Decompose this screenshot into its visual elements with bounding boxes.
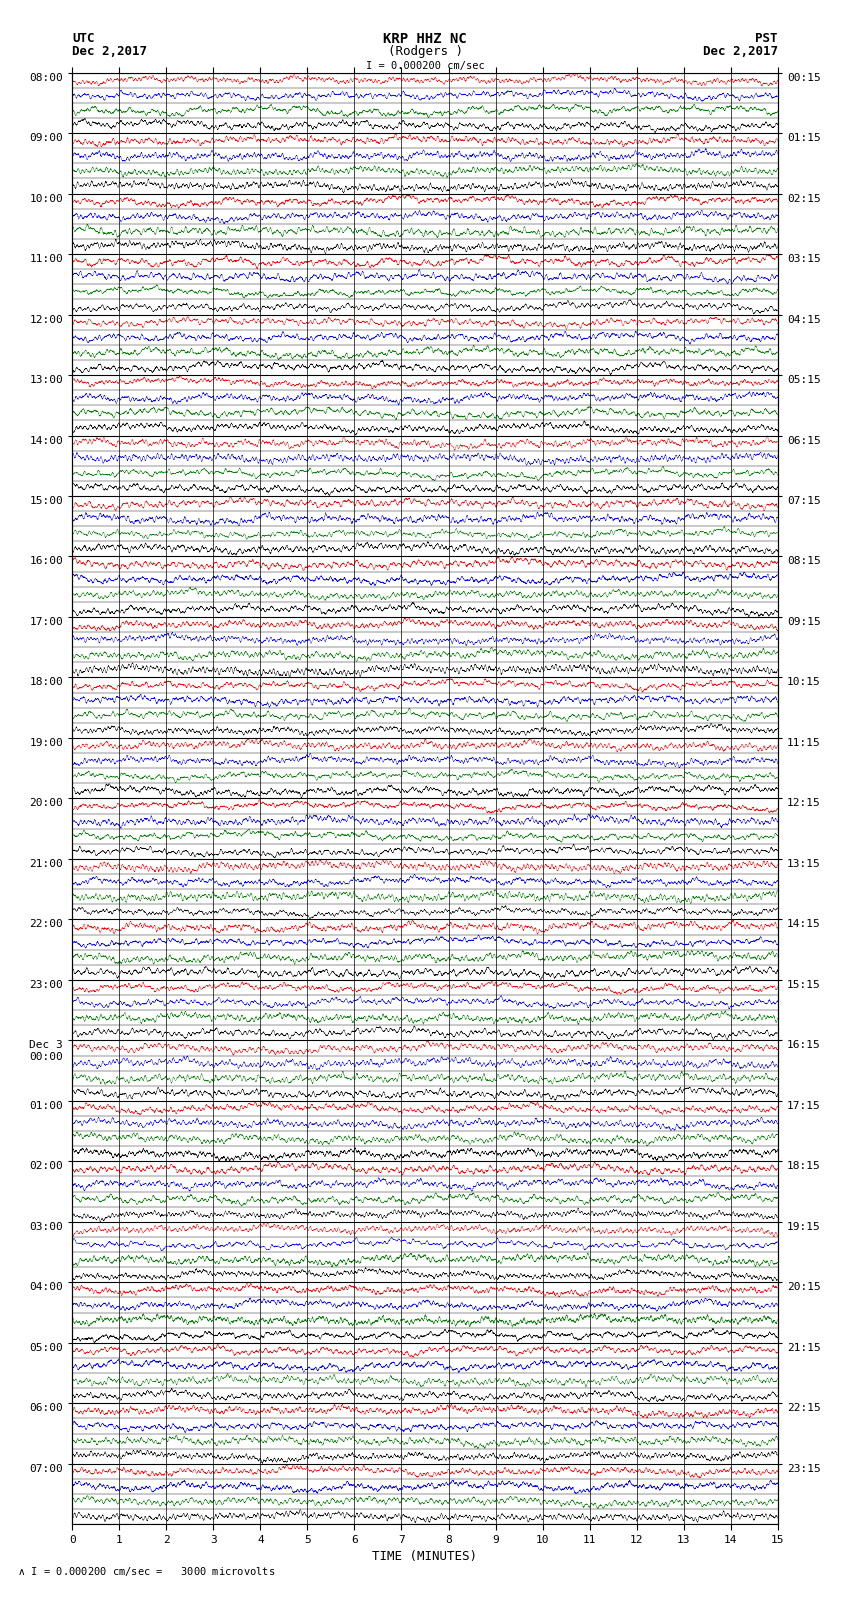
Text: Dec 2,2017: Dec 2,2017 [703,45,778,58]
Text: KRP HHZ NC: KRP HHZ NC [383,32,467,47]
Text: $\wedge$ I = 0.000200 cm/sec =   3000 microvolts: $\wedge$ I = 0.000200 cm/sec = 3000 micr… [17,1565,275,1578]
Text: PST: PST [756,32,778,45]
Text: Dec 2,2017: Dec 2,2017 [72,45,147,58]
Text: (Rodgers ): (Rodgers ) [388,45,462,58]
Text: I = 0.000200 cm/sec: I = 0.000200 cm/sec [366,61,484,71]
Text: UTC: UTC [72,32,94,45]
X-axis label: TIME (MINUTES): TIME (MINUTES) [372,1550,478,1563]
